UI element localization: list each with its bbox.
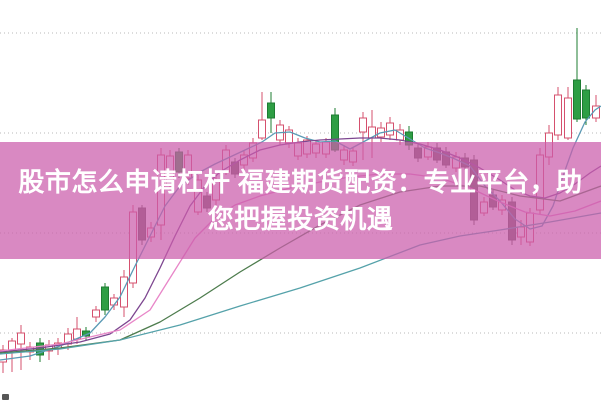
headline-line-1: 股市怎么申请杠杆 福建期货配资：专业平台，助 <box>18 166 583 197</box>
candle-body <box>120 276 128 308</box>
candle-body <box>267 102 275 119</box>
candle-body <box>17 332 25 345</box>
candle-body <box>386 122 394 136</box>
candle-body <box>101 286 109 311</box>
candle-body <box>359 117 367 133</box>
headline-line-2: 您把握投资机遇 <box>207 203 394 234</box>
candle-body <box>554 94 562 136</box>
candle-body <box>582 89 590 119</box>
corner-mark <box>2 394 9 400</box>
candle-body <box>8 340 16 351</box>
candle-body <box>564 97 572 139</box>
candle-body <box>92 309 100 318</box>
headline-banner: 股市怎么申请杠杆 福建期货配资：专业平台，助 您把握投资机遇 <box>0 142 601 259</box>
candle-body <box>258 119 266 139</box>
candle-body <box>573 79 581 120</box>
